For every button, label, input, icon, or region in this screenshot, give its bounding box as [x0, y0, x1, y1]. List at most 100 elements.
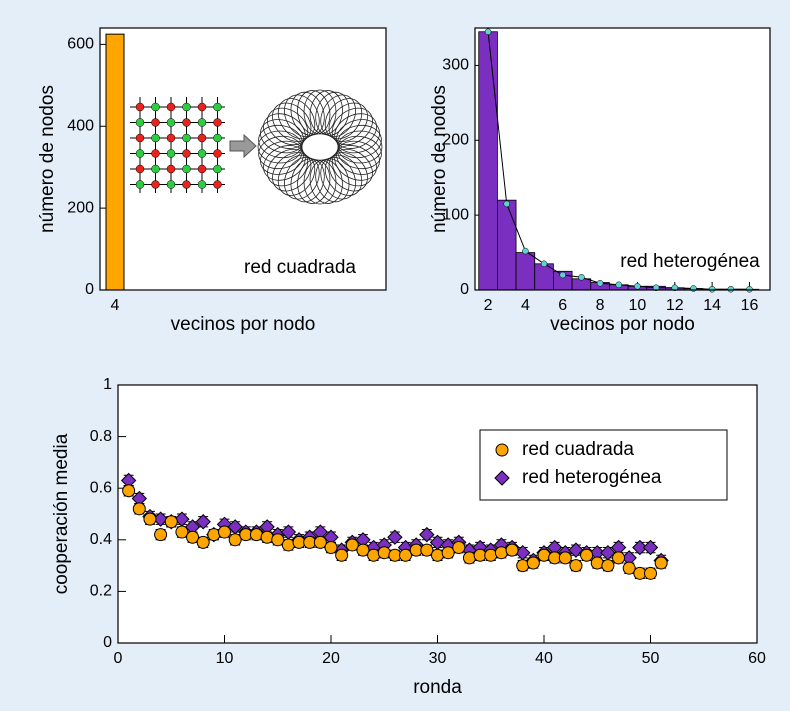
- x-tick-label: 50: [642, 650, 660, 667]
- circle-marker: [175, 525, 189, 539]
- overlay-point: [746, 286, 753, 293]
- lattice-node: [182, 133, 191, 143]
- y-tick-label: 400: [67, 117, 94, 134]
- circle-marker: [367, 548, 381, 562]
- circle-marker: [132, 502, 146, 516]
- overlay-point: [690, 285, 697, 292]
- circle-marker: [420, 543, 434, 557]
- legend-label: red heterogénea: [522, 467, 662, 488]
- torus-ring: [309, 159, 343, 204]
- x-tick-label: 20: [322, 650, 340, 667]
- torus-ring: [284, 156, 320, 200]
- circle-marker: [207, 528, 221, 542]
- lattice-node: [151, 118, 160, 127]
- lattice-node: [151, 149, 160, 158]
- lattice-node: [197, 102, 207, 112]
- torus-ring: [315, 91, 350, 136]
- overlay-point: [596, 280, 604, 287]
- y-tick-label: 0.2: [90, 583, 112, 600]
- y-tick-label: 200: [442, 132, 469, 149]
- x-tick-label: 16: [741, 297, 759, 314]
- circle-marker: [558, 551, 572, 565]
- y-tick-label: 100: [442, 206, 469, 223]
- torus-ring: [328, 102, 368, 142]
- y-tick-label: 600: [67, 36, 94, 53]
- y-tick-label: 200: [67, 199, 94, 216]
- torus-ring: [297, 159, 331, 204]
- x-tick-label: 6: [558, 297, 567, 314]
- circle-marker: [601, 559, 615, 573]
- lattice-node: [135, 164, 145, 174]
- torus-ring: [297, 90, 331, 135]
- lattice-node: [213, 180, 222, 189]
- circle-marker: [644, 566, 657, 580]
- x-tick-label: 2: [484, 297, 493, 314]
- annotation: red heterogénea: [620, 251, 760, 272]
- circle-marker: [260, 530, 274, 544]
- circle-marker: [218, 525, 231, 539]
- x-tick-label: 40: [535, 650, 553, 667]
- torus-ring: [320, 94, 356, 138]
- lattice-node: [135, 118, 145, 127]
- y-axis-label: cooperación media: [51, 433, 72, 594]
- circle-marker: [590, 556, 604, 570]
- torus-ring: [267, 148, 309, 187]
- circle-marker: [313, 535, 327, 549]
- lattice-node: [197, 118, 207, 127]
- overlay-point: [578, 274, 585, 281]
- annotation-bg: [614, 248, 766, 276]
- overlay-point: [671, 284, 679, 292]
- lattice-node: [135, 133, 145, 143]
- annotation: red cuadrada: [244, 257, 356, 278]
- x-tick-label: 4: [521, 297, 530, 314]
- lattice-node: [166, 180, 176, 189]
- torus-illustration: [257, 89, 383, 205]
- torus-ring: [324, 98, 363, 140]
- circle-marker: [377, 546, 391, 560]
- circle-marker: [516, 559, 530, 573]
- torus-ring: [331, 107, 373, 146]
- torus-ring: [263, 145, 306, 181]
- torus-ring: [260, 140, 304, 175]
- overlay-point: [615, 281, 623, 289]
- y-tick-label: 0: [460, 281, 469, 298]
- lattice-node: [166, 102, 176, 112]
- lattice-node: [197, 180, 207, 189]
- plot-area: [118, 385, 757, 643]
- x-tick-label: 12: [666, 297, 684, 314]
- lattice-node: [166, 118, 176, 127]
- overlay-point: [559, 271, 567, 279]
- lattice-illustration: [130, 89, 383, 205]
- x-tick-label: 10: [216, 650, 234, 667]
- circle-marker: [431, 548, 444, 562]
- circle-marker: [452, 541, 466, 555]
- circle-marker: [441, 546, 455, 560]
- lattice-node: [166, 133, 176, 143]
- diamond-marker: [419, 526, 435, 543]
- y-tick-label: 0.4: [90, 531, 112, 548]
- diamond-marker: [494, 470, 510, 486]
- circle-marker: [654, 556, 668, 570]
- torus-ring: [337, 124, 382, 159]
- circle-marker: [462, 551, 476, 565]
- circle-marker: [494, 546, 508, 560]
- y-tick-label: 1: [103, 376, 112, 393]
- lattice-node: [151, 133, 160, 143]
- plot-area: [100, 28, 386, 290]
- circle-marker: [537, 548, 551, 562]
- y-tick-label: 0.6: [90, 479, 112, 496]
- lattice-node: [213, 164, 222, 174]
- diamond-marker: [387, 529, 403, 545]
- legend-box: [479, 429, 728, 501]
- lattice-node: [182, 180, 191, 189]
- arrow: [229, 133, 257, 159]
- x-axis-label: vecinos por nodo: [171, 314, 316, 335]
- circle-marker: [356, 543, 370, 557]
- lattice-node: [135, 149, 145, 158]
- y-tick-label: 300: [442, 57, 469, 74]
- histogram-bar: [497, 199, 517, 291]
- histogram-bar: [478, 31, 498, 291]
- overlay-point: [634, 283, 641, 290]
- lattice-node: [135, 180, 145, 189]
